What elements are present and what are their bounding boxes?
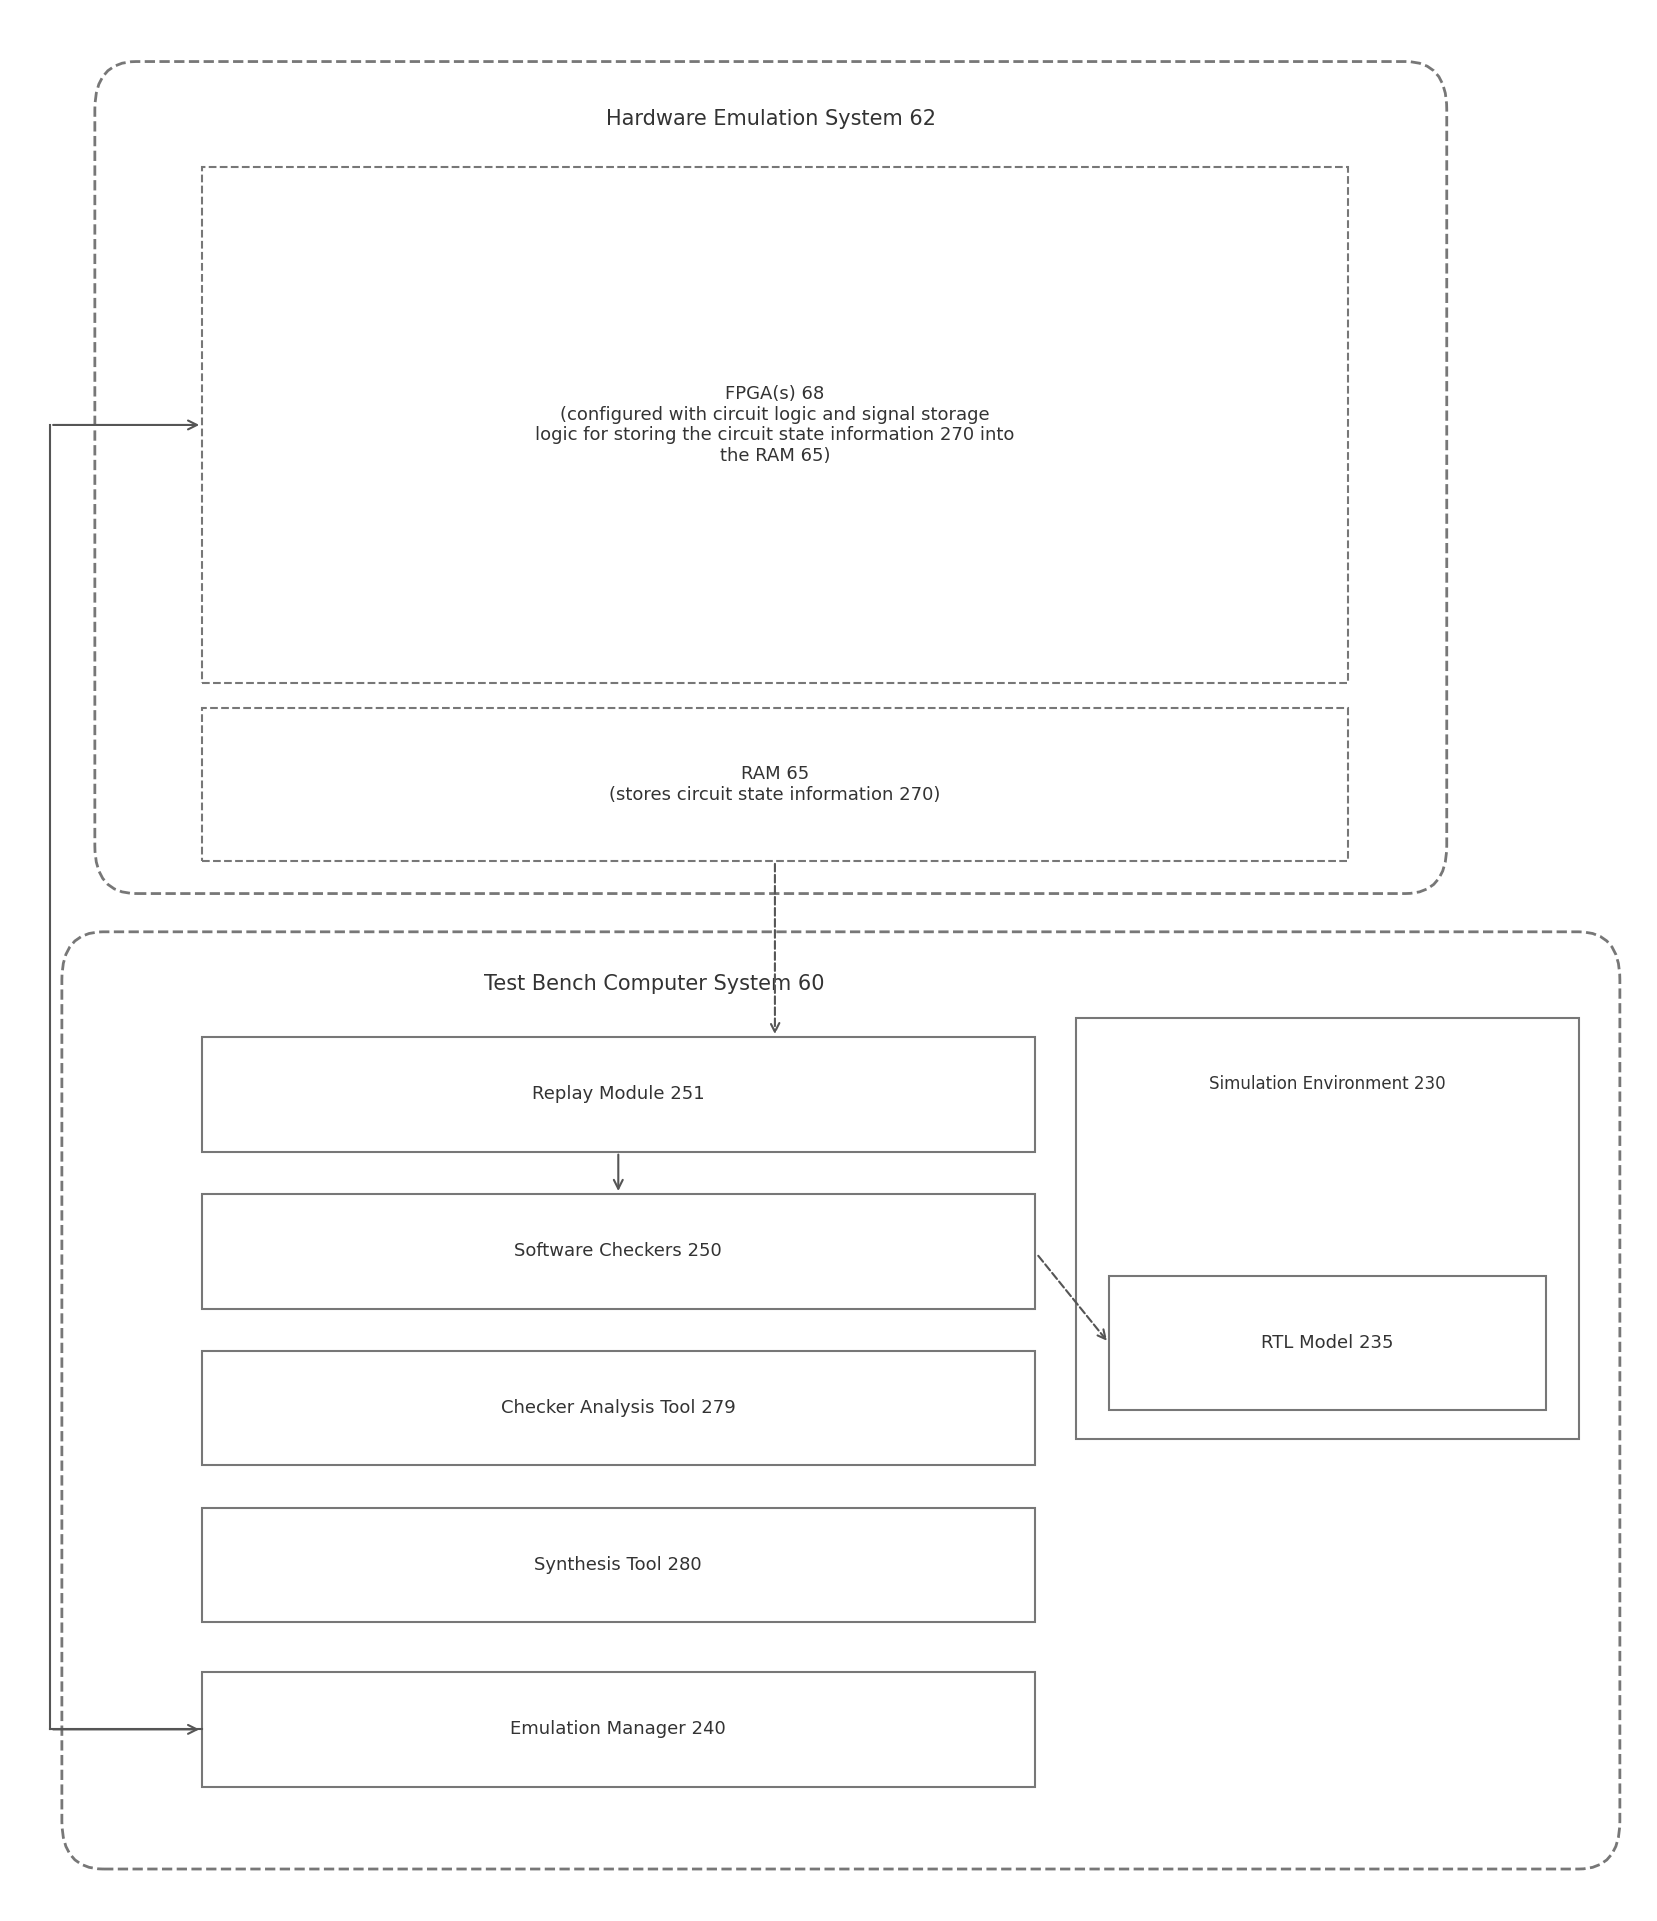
Bar (202, 1037, 1034, 1153)
Bar (1075, 1018, 1579, 1439)
Text: Software Checkers 250: Software Checkers 250 (514, 1243, 722, 1260)
Text: Emulation Manager 240: Emulation Manager 240 (510, 1721, 726, 1739)
Text: Test Bench Computer System 60: Test Bench Computer System 60 (484, 974, 824, 993)
Bar (202, 1671, 1034, 1787)
Bar (202, 1508, 1034, 1621)
Text: Checker Analysis Tool 279: Checker Analysis Tool 279 (500, 1398, 736, 1418)
Text: Simulation Environment 230: Simulation Environment 230 (1210, 1076, 1445, 1093)
Text: FPGA(s) 68
(configured with circuit logic and signal storage
logic for storing t: FPGA(s) 68 (configured with circuit logi… (535, 384, 1014, 465)
Bar (202, 709, 1347, 861)
FancyBboxPatch shape (61, 932, 1621, 1869)
Bar (1109, 1276, 1546, 1410)
Text: RTL Model 235: RTL Model 235 (1261, 1333, 1394, 1352)
Text: Synthesis Tool 280: Synthesis Tool 280 (535, 1556, 703, 1573)
Bar (202, 167, 1347, 684)
Text: Replay Module 251: Replay Module 251 (532, 1085, 704, 1103)
FancyBboxPatch shape (94, 61, 1447, 893)
Bar (202, 1193, 1034, 1308)
Text: Hardware Emulation System 62: Hardware Emulation System 62 (606, 109, 936, 129)
Text: RAM 65
(stores circuit state information 270): RAM 65 (stores circuit state information… (610, 765, 941, 803)
Bar (202, 1350, 1034, 1466)
